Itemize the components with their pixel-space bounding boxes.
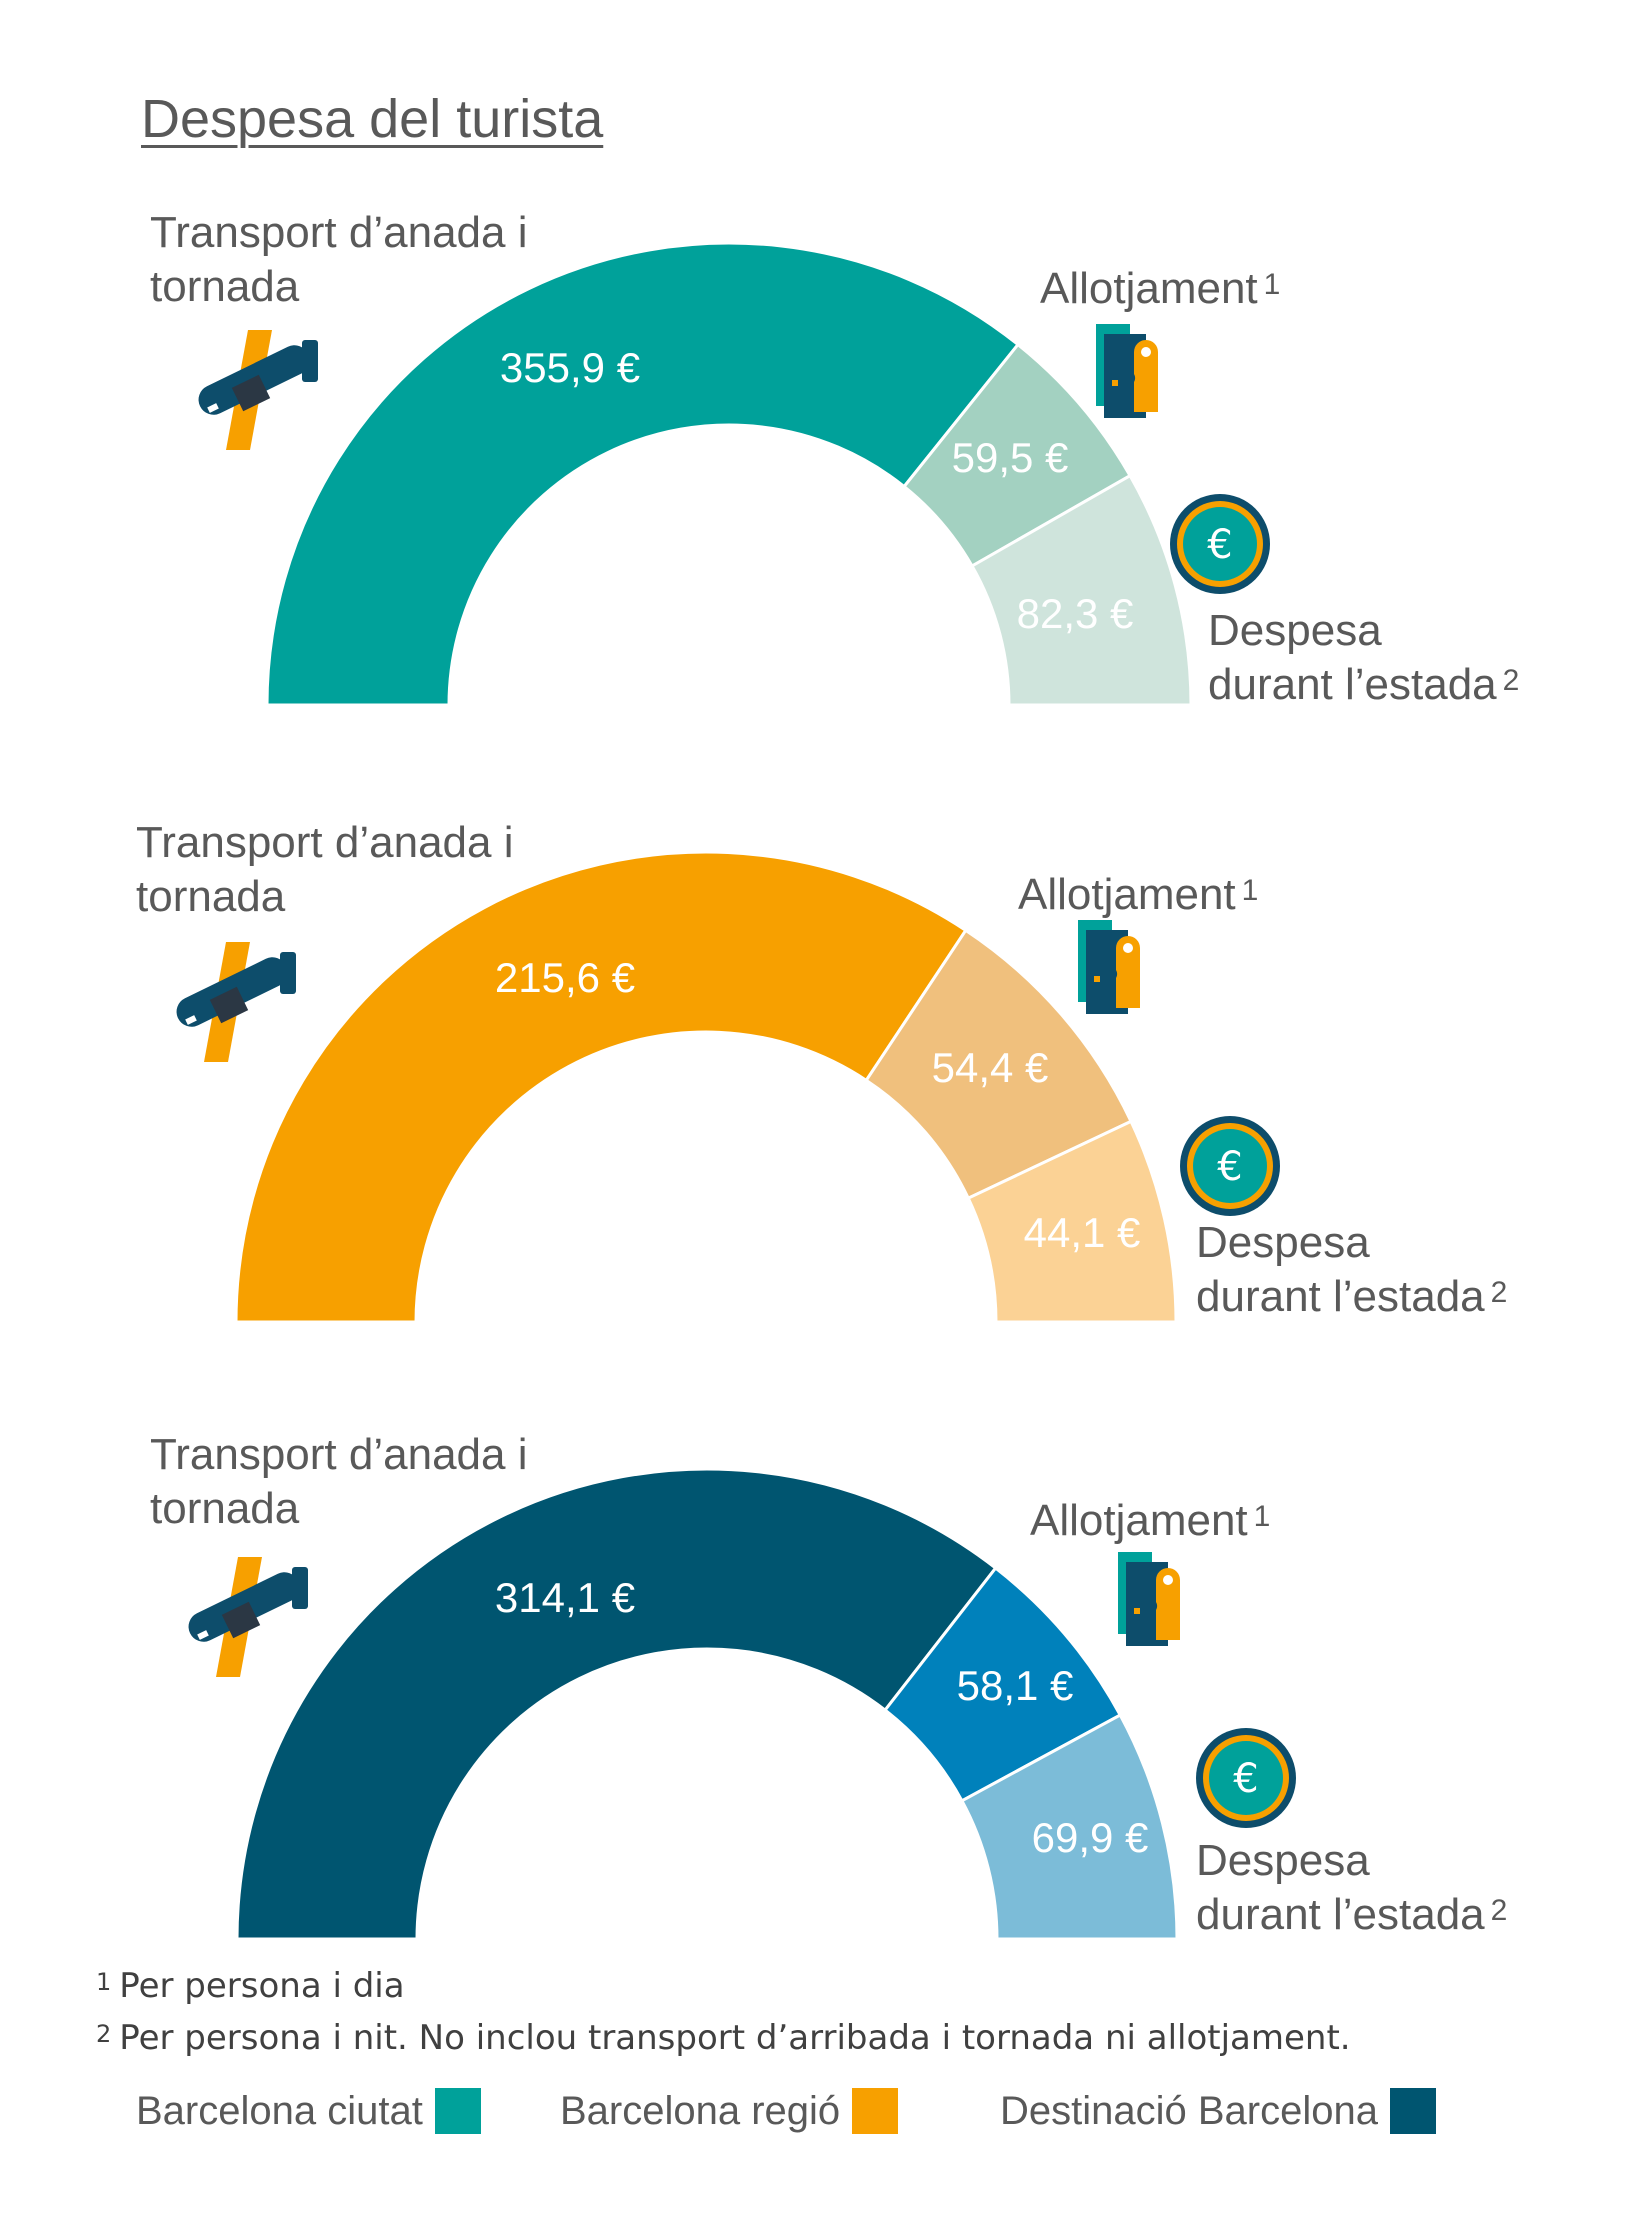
door-hanger-icon xyxy=(1096,324,1158,418)
half-donut-chart: 314,1 € 58,1 € 69,9 € xyxy=(235,1467,1179,1941)
value-label-despesa: 44,1 € xyxy=(1024,1209,1141,1256)
allotjament-label: Allotjament 1 xyxy=(1018,870,1259,919)
legend: Barcelona ciutat Barcelona regió Destina… xyxy=(0,2088,1632,2148)
legend-item-ciutat: Barcelona ciutat xyxy=(136,2088,481,2134)
transport-label: Transport d’anada i tornada xyxy=(136,818,514,921)
arc-segment-transport xyxy=(234,850,968,1324)
legend-item-regio: Barcelona regió xyxy=(560,2088,899,2134)
value-label-transport: 314,1 € xyxy=(495,1574,635,1621)
allotjament-label: Allotjament 1 xyxy=(1030,1496,1271,1545)
despesa-label: Despesa durant l’estada 2 xyxy=(1208,606,1520,709)
arc-segment-despesa xyxy=(966,1119,1178,1324)
plane-icon xyxy=(198,330,318,450)
transport-label: Transport d’anada i tornada xyxy=(150,208,528,311)
arc-segment-despesa xyxy=(959,1712,1179,1941)
legend-swatch xyxy=(852,2088,899,2134)
allotjament-label: Allotjament 1 xyxy=(1040,264,1281,313)
transport-label: Transport d’anada i tornada xyxy=(150,1430,528,1533)
arc-segment-transport xyxy=(265,241,1021,707)
svg-text:€: € xyxy=(1207,522,1232,568)
arc-segment-transport xyxy=(235,1467,998,1941)
legend-swatch xyxy=(434,2088,481,2134)
value-label-allotjament: 58,1 € xyxy=(957,1662,1074,1709)
footnote-2: 2 Per persona i nit. No inclou transport … xyxy=(96,2018,1351,2058)
legend-swatch xyxy=(1390,2088,1436,2134)
svg-text:€: € xyxy=(1217,1144,1242,1190)
arc-segment-despesa xyxy=(970,473,1193,707)
plane-icon xyxy=(176,942,296,1062)
footnote-1: 1 Per persona i dia xyxy=(96,1966,405,2006)
euro-coin-icon: € xyxy=(1170,494,1270,594)
footnotes: 1 Per persona i dia 2 Per persona i nit. N… xyxy=(96,1960,1351,2064)
svg-text:€: € xyxy=(1233,1756,1258,1802)
value-label-allotjament: 54,4 € xyxy=(932,1044,1049,1091)
value-label-transport: 215,6 € xyxy=(495,954,635,1001)
page-title: Despesa del turista xyxy=(141,89,604,149)
half-donut-chart: 355,9 € 59,5 € 82,3 € xyxy=(265,241,1193,707)
despesa-label: Despesa durant l’estada 2 xyxy=(1196,1836,1508,1939)
door-hanger-icon xyxy=(1118,1552,1180,1646)
legend-item-destinacio: Destinació Barcelona xyxy=(1000,2088,1436,2134)
door-hanger-icon xyxy=(1078,920,1140,1014)
half-donut-chart: 215,6 € 54,4 € 44,1 € xyxy=(234,850,1178,1324)
value-label-allotjament: 59,5 € xyxy=(952,434,1069,481)
euro-coin-icon: € xyxy=(1196,1728,1296,1828)
value-label-transport: 355,9 € xyxy=(500,344,640,391)
euro-coin-icon: € xyxy=(1180,1116,1280,1216)
plane-icon xyxy=(188,1557,308,1677)
value-label-despesa: 69,9 € xyxy=(1032,1814,1149,1861)
value-label-despesa: 82,3 € xyxy=(1017,590,1134,637)
despesa-label: Despesa durant l’estada 2 xyxy=(1196,1218,1508,1321)
